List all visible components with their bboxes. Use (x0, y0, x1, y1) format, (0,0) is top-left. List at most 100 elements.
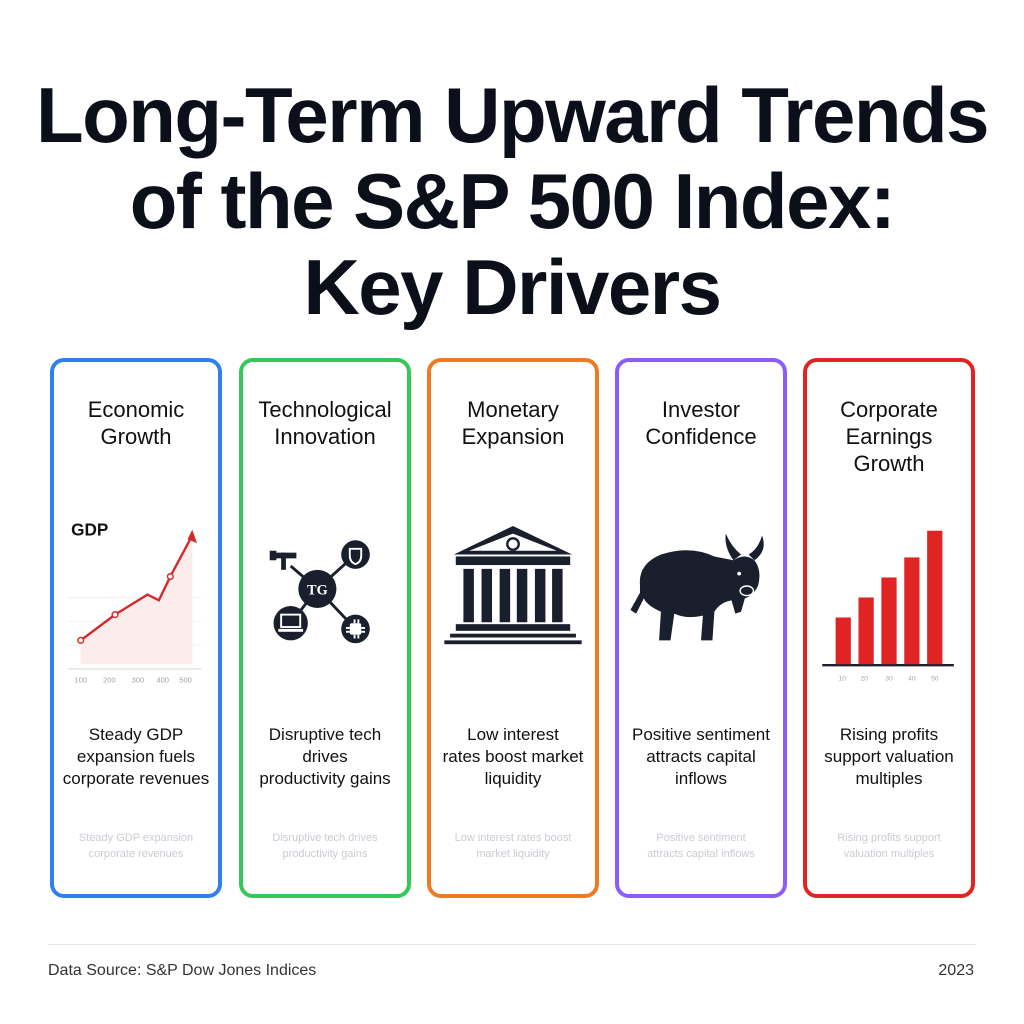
card-technological-innovation: Technological Innovation TG (239, 358, 411, 898)
bull-horn (748, 535, 764, 561)
card-faint-text: Steady GDP expansion corporate revenues (54, 830, 218, 862)
desc-line: expansion fuels (76, 747, 196, 766)
desc-line: Disruptive tech (268, 725, 382, 744)
card-faint-text: Disruptive tech drives productivity gain… (243, 830, 407, 862)
tick-label: 400 (156, 675, 169, 684)
card-faint-text: Positive sentiment attracts capital infl… (619, 830, 783, 862)
tick-label: 50 (931, 675, 939, 682)
earnings-bar (904, 557, 920, 665)
chart-label: GDP (71, 519, 108, 539)
desc-line: drives (302, 747, 348, 766)
card-title-line: Expansion (461, 424, 565, 449)
tick-label: 20 (861, 675, 869, 682)
desc-line: Steady GDP (88, 725, 184, 744)
tick-label: 10 (839, 675, 847, 682)
title-line-1: Long-Term Upward Trends (35, 71, 990, 159)
gdp-line-chart: GDP 100 200 300 400 500 (67, 519, 202, 684)
title-line-3: Key Drivers (303, 243, 722, 331)
bull-nose (739, 585, 755, 597)
gdp-line (79, 534, 194, 642)
card-description: Low interest rates boost market liquidit… (431, 724, 595, 790)
faint-line: Steady GDP expansion (78, 832, 194, 844)
bank-columns (463, 568, 563, 623)
tick-label: 200 (103, 675, 116, 684)
bull-body (630, 550, 760, 641)
footer-year: 2023 (938, 962, 974, 979)
desc-line: corporate revenues (62, 769, 210, 788)
desc-line: liquidity (484, 769, 542, 788)
card-title-line: Growth (853, 451, 925, 476)
desc-line: attracts capital (646, 747, 756, 766)
desc-line: multiples (855, 769, 923, 788)
card-title: Economic Growth (54, 396, 218, 450)
faint-line: Positive sentiment (656, 832, 746, 844)
card-title: Technological Innovation (243, 396, 407, 450)
card-title-line: Monetary (467, 397, 559, 422)
desc-line: support valuation (824, 747, 954, 766)
tick-label: 500 (179, 675, 192, 684)
faint-line: Rising profits support (837, 832, 941, 844)
card-faint-text: Rising profits support valuation multipl… (807, 830, 971, 862)
shield-node (341, 540, 370, 569)
gdp-area (80, 535, 193, 665)
bull-icon (630, 533, 764, 641)
earnings-bar (858, 597, 874, 665)
hub-label: TG (307, 583, 328, 599)
faint-line: productivity gains (282, 848, 368, 860)
card-corporate-earnings-growth: Corporate Earnings Growth 10 20 30 40 50… (803, 358, 975, 898)
card-title-line: Innovation (274, 424, 376, 449)
earnings-bar (835, 617, 851, 665)
faint-line: valuation multiples (843, 848, 935, 860)
data-point (166, 572, 174, 581)
hammer-icon (269, 550, 297, 570)
bank-step (444, 640, 582, 645)
central-bank-icon (444, 525, 582, 645)
laptop-node (273, 606, 308, 641)
card-description: Positive sentiment attracts capital infl… (619, 724, 783, 790)
card-title-line: Economic (87, 397, 185, 422)
desc-line: inflows (675, 769, 727, 788)
laptop-icon (280, 613, 302, 628)
earnings-bar (881, 577, 897, 665)
hub-node (298, 569, 337, 608)
desc-line: Positive sentiment (632, 725, 770, 744)
bank-base (455, 624, 571, 631)
desc-line: rates boost market (442, 747, 584, 766)
chip-icon (345, 619, 366, 639)
card-investor-confidence: Investor Confidence Positive sentiment a… (615, 358, 787, 898)
bank-emblem (506, 537, 520, 551)
bank-entablature (455, 556, 571, 566)
tick-label: 300 (132, 675, 145, 684)
card-title-line: Confidence (645, 424, 757, 449)
data-point (77, 636, 85, 644)
card-description: Steady GDP expansion fuels corporate rev… (54, 724, 218, 790)
faint-line: market liquidity (476, 848, 550, 860)
card-economic-growth: Economic Growth GDP 100 200 300 400 500 … (50, 358, 222, 898)
card-title-line: Earnings (845, 424, 933, 449)
bull-horn (725, 533, 742, 561)
card-title: Corporate Earnings Growth (807, 396, 971, 477)
faint-line: corporate revenues (88, 848, 184, 860)
card-description: Rising profits support valuation multipl… (807, 724, 971, 790)
title-line-2: of the S&P 500 Index: (129, 157, 896, 245)
data-source: Data Source: S&P Dow Jones Indices (48, 962, 317, 979)
tick-label: 30 (885, 675, 893, 682)
faint-line: Low interest rates boost (454, 832, 572, 844)
card-title-line: Corporate (840, 397, 938, 422)
tech-network-icon: TG (269, 540, 370, 644)
desc-line: Low interest (467, 725, 559, 744)
bull-eye (737, 571, 742, 576)
faint-line: attracts capital inflows (647, 848, 755, 860)
earnings-bar (927, 530, 943, 665)
arrow-head (187, 529, 198, 544)
tick-label: 100 (74, 675, 87, 684)
card-title-line: Growth (100, 424, 172, 449)
card-description: Disruptive tech drives productivity gain… (243, 724, 407, 790)
bank-step (450, 633, 576, 638)
card-title: Monetary Expansion (431, 396, 595, 450)
desc-line: productivity gains (259, 769, 391, 788)
shield-icon (348, 547, 363, 566)
card-faint-text: Low interest rates boost market liquidit… (431, 830, 595, 862)
card-title-line: Investor (661, 397, 741, 422)
footer-divider (48, 944, 976, 945)
